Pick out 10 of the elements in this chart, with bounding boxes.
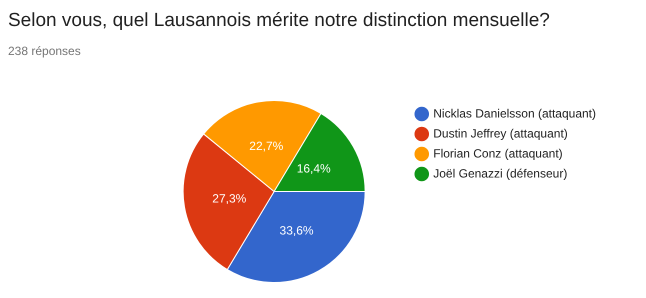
text: 238 réponses xyxy=(8,44,81,58)
data-label: 16,4% xyxy=(296,161,332,176)
legend-label: Joël Genazzi (défenseur) xyxy=(433,166,568,180)
legend-label: Florian Conz (attaquant) xyxy=(433,146,563,160)
data-label: 22,7% xyxy=(249,138,284,153)
data-label: 33,6% xyxy=(280,223,314,238)
chart-title: Selon vous, quel Lausannois mérite notre distinction mensuelle? xyxy=(8,10,550,32)
data-label: 27,3% xyxy=(212,192,247,206)
legend-label: Dustin Jeffrey (attaquant) xyxy=(433,126,568,140)
legend-label: Nicklas Danielsson (attaquant) xyxy=(433,106,596,120)
